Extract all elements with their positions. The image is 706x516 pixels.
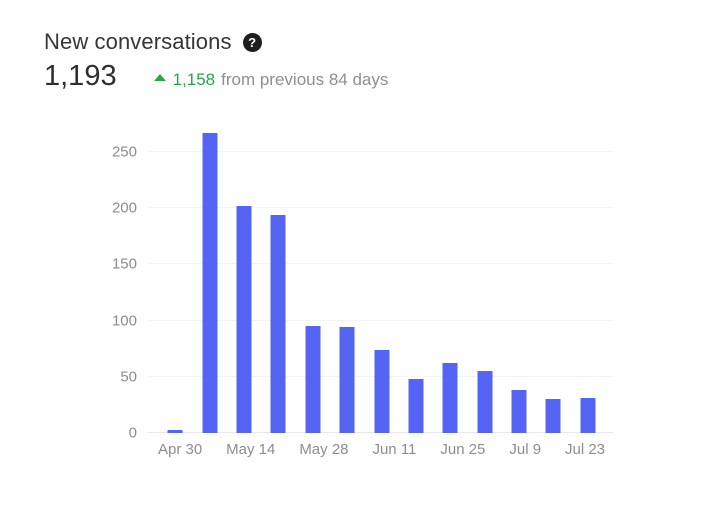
x-tick-label: May 28 [299, 441, 349, 458]
bar[interactable] [270, 214, 286, 433]
bar[interactable] [545, 399, 561, 433]
bar-slot [261, 152, 295, 433]
x-tick-label: Jul 23 [565, 441, 606, 458]
y-tick-label: 150 [111, 255, 137, 273]
bar-slot [399, 152, 433, 433]
up-arrow-icon [153, 73, 166, 81]
page-title: New conversations [44, 29, 232, 54]
bar[interactable] [374, 349, 390, 433]
bar[interactable] [236, 205, 252, 433]
y-tick-label: 100 [111, 312, 137, 330]
bar-slot [192, 132, 226, 433]
bar[interactable] [305, 326, 321, 433]
bar[interactable] [408, 379, 424, 433]
metric-row: 1,193 1,158 from previous 84 days [44, 60, 388, 93]
y-tick-label: 200 [111, 199, 137, 217]
bar-slot [571, 152, 605, 433]
x-tick-label: Apr 30 [158, 441, 203, 458]
gridline [148, 319, 613, 321]
bar[interactable] [202, 132, 218, 433]
bar-slot [433, 152, 467, 433]
gridline [148, 151, 613, 152]
bar[interactable] [339, 327, 355, 433]
metric-value: 1,193 [44, 60, 117, 92]
x-tick-spacer [416, 441, 440, 458]
x-tick-label: May 14 [226, 441, 276, 458]
y-tick-label: 50 [120, 368, 137, 386]
y-tick-label: 0 [128, 424, 137, 442]
bar[interactable] [580, 398, 596, 433]
y-tick-label: 250 [111, 143, 137, 161]
delta-value: 1,158 [172, 70, 216, 89]
x-tick-label: Jun 11 [372, 441, 417, 458]
bar[interactable] [442, 363, 458, 433]
x-tick-spacer [275, 441, 299, 458]
gridline [148, 207, 613, 209]
help-icon[interactable]: ? [242, 32, 262, 52]
bar-slot [227, 152, 261, 433]
bar[interactable] [167, 429, 183, 433]
card-header: New conversations ? [44, 29, 262, 55]
bar-slot [502, 152, 536, 433]
bar-slot [536, 152, 570, 433]
delta-indicator: 1,158 from previous 84 days [153, 70, 389, 90]
bar-slot [330, 152, 364, 433]
x-tick-spacer [349, 441, 373, 458]
bar[interactable] [511, 390, 527, 433]
x-tick-label: Jun 25 [440, 441, 486, 458]
bar-slot [296, 152, 330, 433]
bar-slot [468, 152, 502, 433]
bar-series [158, 132, 605, 433]
x-tick-spacer [485, 441, 509, 458]
x-tick-spacer [202, 441, 226, 458]
bar-slot [364, 152, 398, 433]
chart-plot-area [148, 132, 613, 433]
x-tick-spacer [541, 441, 565, 458]
x-axis: Apr 30 May 14 May 28 Jun 11 Jun 25 Jul 9 Jul 2… [158, 441, 605, 458]
x-tick-label: Jul 9 [509, 441, 542, 458]
y-axis: 0 50 100 150 200 250 [0, 145, 137, 441]
delta-description: from previous 84 days [221, 70, 389, 89]
bar-slot [158, 152, 192, 433]
bar[interactable] [477, 371, 493, 433]
gridline [148, 263, 613, 265]
